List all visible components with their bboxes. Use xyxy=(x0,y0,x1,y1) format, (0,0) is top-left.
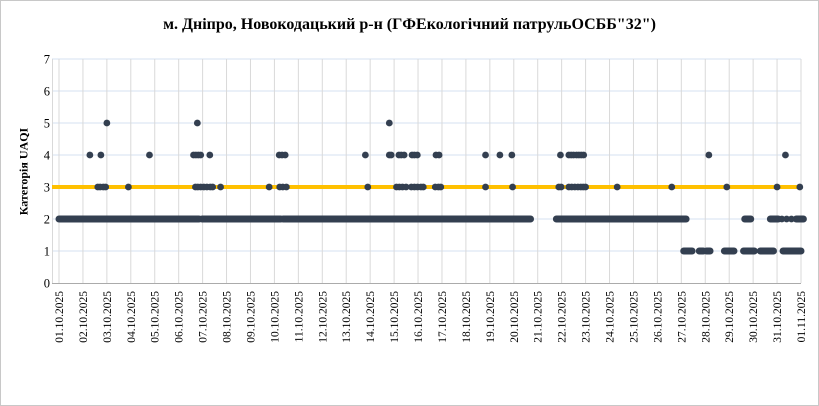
y-tick-label: 3 xyxy=(44,181,50,195)
x-tick-label: 31.10.2025 xyxy=(772,291,784,343)
x-tick-label: 08.10.2025 xyxy=(222,291,234,343)
x-tick-label: 11.10.2025 xyxy=(293,291,305,343)
y-tick-label: 7 xyxy=(44,53,50,67)
y-tick-label: 6 xyxy=(44,85,50,99)
x-tick-label: 23.10.2025 xyxy=(581,291,593,343)
data-point xyxy=(437,183,445,191)
data-point xyxy=(778,215,786,223)
x-tick-label: 05.10.2025 xyxy=(150,291,162,343)
data-point xyxy=(125,183,132,191)
data-point xyxy=(86,151,94,159)
data-point xyxy=(557,151,564,159)
data-point xyxy=(413,151,421,159)
x-tick-label: 26.10.2025 xyxy=(652,291,664,343)
x-tick-label: 02.10.2025 xyxy=(78,291,90,343)
y-tick-label: 2 xyxy=(44,213,50,227)
data-point xyxy=(197,151,205,159)
x-tick-label: 25.10.2025 xyxy=(628,291,640,343)
y-tick-label: 0 xyxy=(44,277,50,291)
data-point xyxy=(146,151,153,159)
data-point xyxy=(402,183,410,191)
data-point xyxy=(265,183,273,191)
chart-title: м. Дніпро, Новокодацький р-н (ГФЕкологіч… xyxy=(163,16,656,33)
data-point xyxy=(788,215,795,223)
x-tick-label: 07.10.2025 xyxy=(198,291,210,343)
data-point xyxy=(387,151,395,159)
x-tick-label: 15.10.2025 xyxy=(389,291,401,343)
x-tick-label: 17.10.2025 xyxy=(437,291,449,343)
x-tick-label: 22.10.2025 xyxy=(557,291,569,343)
data-point xyxy=(281,151,289,159)
data-point xyxy=(193,119,201,127)
data-point xyxy=(580,151,588,159)
x-tick-label: 16.10.2025 xyxy=(413,291,425,343)
x-tick-label: 06.10.2025 xyxy=(174,291,186,343)
x-tick-label: 19.10.2025 xyxy=(485,291,497,343)
y-axis-title: Категорія UAQI xyxy=(16,127,31,216)
y-tick-label: 1 xyxy=(44,245,50,259)
data-point xyxy=(796,183,804,191)
x-tick-label: 13.10.2025 xyxy=(341,291,353,343)
data-point xyxy=(613,183,621,191)
x-tick-label: 10.10.2025 xyxy=(269,291,281,343)
x-tick-label: 01.10.2025 xyxy=(54,291,66,343)
x-tick-label: 09.10.2025 xyxy=(245,291,257,343)
data-point xyxy=(773,183,781,191)
data-point xyxy=(582,183,589,191)
data-point xyxy=(364,183,372,191)
data-point xyxy=(509,183,516,191)
data-point xyxy=(103,119,111,127)
x-tick-label: 20.10.2025 xyxy=(509,291,521,343)
data-point xyxy=(400,151,408,159)
data-point xyxy=(508,151,516,159)
data-point xyxy=(705,151,713,159)
x-tick-label: 04.10.2025 xyxy=(126,291,138,343)
x-tick-label: 29.10.2025 xyxy=(724,291,736,343)
data-point xyxy=(209,183,217,191)
x-tick-label: 30.10.2025 xyxy=(748,291,760,343)
data-point xyxy=(385,119,393,127)
data-point xyxy=(482,151,489,159)
x-tick-label: 27.10.2025 xyxy=(676,291,688,343)
data-point xyxy=(361,151,369,159)
x-tick-label: 14.10.2025 xyxy=(365,291,377,343)
x-tick-label: 28.10.2025 xyxy=(700,291,712,343)
x-tick-label: 12.10.2025 xyxy=(317,291,329,343)
data-point xyxy=(782,151,789,159)
data-point xyxy=(668,183,676,191)
data-point xyxy=(496,151,504,159)
data-point xyxy=(482,183,489,191)
data-point xyxy=(557,183,565,191)
y-tick-label: 4 xyxy=(44,149,51,163)
data-point xyxy=(102,183,110,191)
y-tick-label: 5 xyxy=(44,117,50,131)
data-point xyxy=(206,151,214,159)
x-tick-label: 21.10.2025 xyxy=(533,291,545,343)
data-point xyxy=(282,183,290,191)
data-point xyxy=(783,215,791,223)
x-tick-label: 24.10.2025 xyxy=(605,291,617,343)
x-tick-label: 18.10.2025 xyxy=(461,291,473,343)
data-point xyxy=(419,183,427,191)
data-point xyxy=(723,183,731,191)
chart-legend: UAQI ІІІ Категорія UAQI - Якість повітря… xyxy=(1,369,818,399)
data-point xyxy=(435,151,443,159)
x-tick-label: 01.11.2025 xyxy=(796,291,808,343)
data-point xyxy=(97,151,105,159)
data-point xyxy=(217,183,224,191)
x-tick-label: 03.10.2025 xyxy=(102,291,114,343)
